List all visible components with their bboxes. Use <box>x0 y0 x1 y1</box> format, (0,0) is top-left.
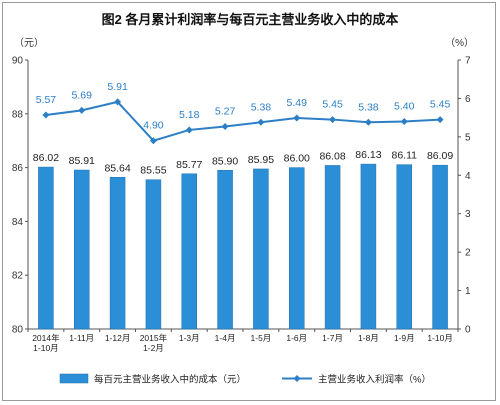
line-point <box>149 137 157 145</box>
bar <box>432 164 448 330</box>
left-tick-label: 80 <box>12 325 24 336</box>
left-tick-label: 82 <box>12 271 24 282</box>
bar <box>289 167 305 330</box>
x-tick-label: 1-10月 <box>33 343 59 353</box>
right-axis-unit: （%） <box>445 37 474 49</box>
bar-value-label: 85.55 <box>140 165 166 177</box>
line-point <box>221 122 229 130</box>
legend: 每百元主营业务收入中的成本（元） 主营业务收入利润率（%） <box>59 373 431 386</box>
x-tick-label: 1-9月 <box>394 333 415 343</box>
bar-value-label: 86.08 <box>319 150 345 162</box>
left-axis-unit: （元） <box>14 37 44 49</box>
line-value-label: 5.49 <box>287 97 308 109</box>
right-tick-label: 2 <box>465 248 471 259</box>
bar <box>324 165 341 330</box>
right-tick-label: 0 <box>465 325 471 336</box>
bar <box>217 170 233 330</box>
bar-value-label: 85.95 <box>248 154 274 166</box>
line-point <box>78 106 86 114</box>
x-tick-label: 1-2月 <box>143 343 164 353</box>
right-tick-label: 1 <box>465 286 471 297</box>
x-tick-label: 2014年 <box>32 333 60 343</box>
legend-line-marker <box>293 375 301 382</box>
line-value-label: 5.38 <box>358 101 379 113</box>
bar <box>253 168 269 330</box>
line-point <box>436 116 444 124</box>
line-value-label: 5.69 <box>72 89 93 101</box>
x-tick-label: 1-12月 <box>105 333 131 343</box>
bar <box>109 177 126 330</box>
bar-value-label: 86.09 <box>427 150 453 162</box>
x-tick-label: 1-6月 <box>286 333 307 343</box>
right-tick-label: 6 <box>465 94 471 105</box>
line-value-label: 5.45 <box>322 99 343 111</box>
line-point <box>185 126 193 134</box>
x-tick-label: 1-10月 <box>427 333 453 343</box>
bar-value-label: 86.13 <box>355 149 381 161</box>
line-point <box>42 111 50 119</box>
line-value-label: 5.45 <box>430 99 451 111</box>
bar <box>38 166 54 330</box>
x-tick-label: 1-11月 <box>69 333 94 343</box>
bar-value-label: 85.77 <box>176 159 202 171</box>
line-value-label: 5.18 <box>179 109 200 121</box>
bar <box>396 164 412 330</box>
x-tick-label: 1-7月 <box>322 333 343 343</box>
right-tick-label: 3 <box>465 209 471 220</box>
left-tick-label: 88 <box>12 109 24 120</box>
left-tick-label: 86 <box>12 163 24 174</box>
line-value-label: 5.38 <box>251 101 272 113</box>
bar <box>145 179 162 330</box>
left-tick-label: 84 <box>12 217 24 228</box>
line-point <box>400 117 408 125</box>
line-point <box>293 114 301 122</box>
line-point <box>329 116 337 124</box>
bar-value-label: 85.91 <box>69 155 95 167</box>
bar-value-label: 85.90 <box>212 155 238 167</box>
bar-value-label: 86.02 <box>33 152 59 164</box>
line-value-label: 5.91 <box>107 81 128 93</box>
x-tick-label: 2015年 <box>140 333 168 343</box>
bar-value-label: 86.00 <box>284 153 310 165</box>
line-value-label: 5.40 <box>394 100 415 112</box>
line-point <box>257 118 265 126</box>
left-tick-label: 90 <box>12 56 24 67</box>
bar <box>74 169 90 330</box>
legend-bar-swatch <box>59 373 89 384</box>
legend-line-label: 主营业务收入利润率（%） <box>318 374 431 386</box>
bar-value-label: 86.11 <box>392 150 418 162</box>
line-point <box>114 98 122 106</box>
profit-rate-line <box>45 100 441 142</box>
line-value-label: 5.27 <box>215 105 236 117</box>
line-value-label: 4.90 <box>143 120 164 132</box>
legend-bar-label: 每百元主营业务收入中的成本（元） <box>94 374 246 386</box>
bar-value-label: 85.64 <box>104 162 130 174</box>
x-tick-label: 1-8月 <box>358 333 379 343</box>
x-tick-label: 1-5月 <box>251 333 272 343</box>
line-value-label: 5.57 <box>36 94 57 106</box>
x-tick-label: 1-3月 <box>179 333 200 343</box>
right-tick-label: 4 <box>465 171 471 182</box>
chart-title: 图2 各月累计利润率与每百元主营业务收入中的成本 <box>102 12 399 27</box>
line-point <box>364 118 372 126</box>
right-tick-label: 7 <box>465 56 471 67</box>
x-tick-label: 1-4月 <box>215 333 236 343</box>
bar <box>181 173 197 330</box>
right-tick-label: 5 <box>465 132 471 143</box>
bar <box>360 163 377 330</box>
